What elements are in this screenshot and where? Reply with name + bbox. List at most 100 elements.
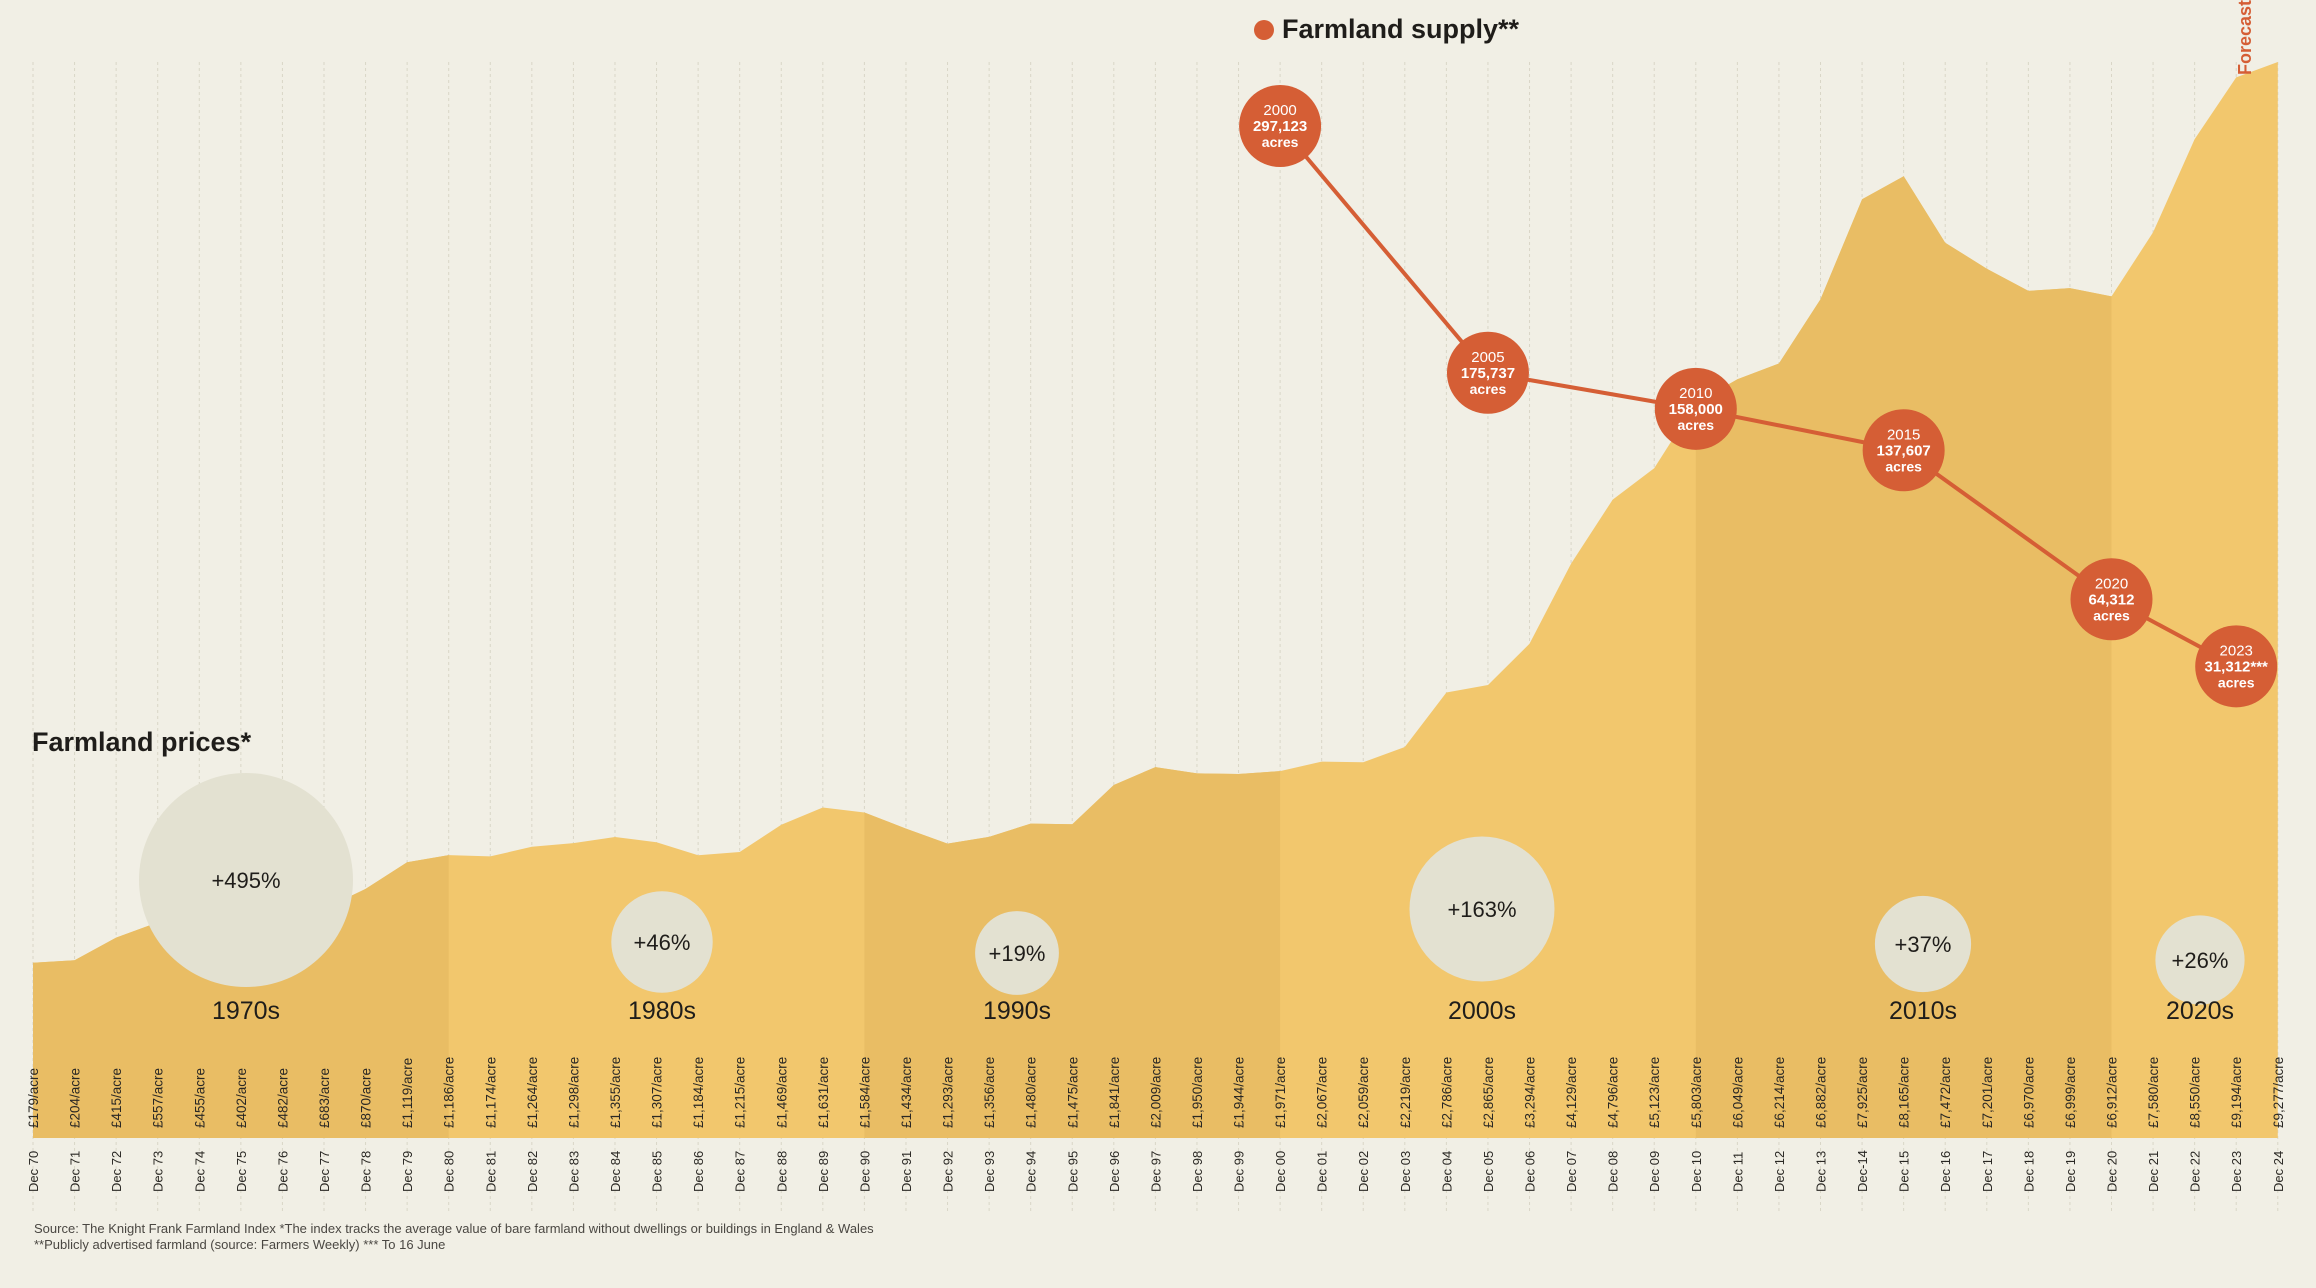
price-value-label: £204/acre [68,1068,83,1128]
price-value-label: £1,264/acre [525,1057,540,1128]
x-tick-label: Dec 04 [1439,1151,1454,1192]
price-value-label: £6,882/acre [1814,1057,1829,1128]
supply-year-label: 2023 [2220,642,2253,659]
x-tick-label: Dec 82 [525,1151,540,1192]
x-tick-label: Dec 92 [941,1151,956,1192]
price-value-label: £1,355/acre [608,1057,623,1128]
x-tick-label: Dec 89 [816,1151,831,1192]
supply-point [2195,625,2278,708]
price-value-label: £5,123/acre [1647,1057,1662,1128]
x-tick-label: Dec 96 [1107,1151,1122,1192]
x-tick-label: Dec 77 [317,1151,332,1192]
supply-unit-label: acres [1885,458,1922,474]
x-tick-label: Dec 79 [400,1151,415,1192]
decade-change-bubble [975,911,1059,995]
x-tick-label: Dec 05 [1481,1151,1496,1192]
x-tick-label: Dec 99 [1232,1151,1247,1192]
price-value-label: £4,129/acre [1564,1057,1579,1128]
supply-unit-label: acres [1678,417,1715,433]
decade-label: 1970s [212,997,280,1025]
price-value-label: £1,475/acre [1065,1057,1080,1128]
supply-unit-label: acres [1470,381,1507,397]
x-tick-label: Dec 90 [857,1151,872,1192]
x-tick-label: Dec 19 [2063,1151,2078,1192]
decade-change-label: +37% [1895,932,1952,957]
decade-label: 1980s [628,997,696,1025]
x-tick-label: Dec 23 [2229,1151,2244,1192]
x-tick-label: Dec 88 [774,1151,789,1192]
x-tick-label: Dec 94 [1024,1151,1039,1192]
price-value-label: £2,059/acre [1356,1057,1371,1128]
x-tick-label: Dec 18 [2021,1151,2036,1192]
x-tick-label: Dec 72 [109,1151,124,1192]
x-tick-label: Dec 11 [1730,1152,1745,1192]
decade-change-bubble [2155,915,2245,1005]
price-value-label: £6,912/acre [2105,1057,2120,1128]
supply-point [1239,85,1322,167]
x-tick-label: Dec 85 [650,1151,665,1192]
price-value-label: £557/acre [151,1068,166,1128]
x-tick-label: Dec 71 [68,1151,83,1192]
x-tick-label: Dec 17 [1980,1151,1995,1192]
price-value-label: £6,049/acre [1730,1057,1745,1128]
supply-value-label: 64,312 [2089,591,2135,608]
supply-year-label: 2020 [2095,575,2128,592]
price-value-label: £9,194/acre [2229,1057,2244,1128]
price-value-label: £1,950/acre [1190,1057,1205,1128]
price-value-label: £870/acre [359,1068,374,1128]
footnote-line-1: Source: The Knight Frank Farmland Index … [34,1221,874,1236]
price-value-label: £2,865/acre [1481,1057,1496,1128]
price-value-label: £482/acre [275,1068,290,1128]
decade-change-bubble [1874,895,1972,993]
x-tick-label: Dec 70 [26,1151,41,1192]
x-tick-label: Dec 75 [234,1151,249,1192]
x-tick-label: Dec-14 [1855,1150,1870,1192]
price-value-label: £1,298/acre [566,1057,581,1128]
price-value-label: £1,631/acre [816,1057,831,1128]
x-axis-labels: Dec 70 Dec 71 Dec 72 Dec 73 Dec 74 Dec 75 Dec … [26,1150,2286,1192]
x-tick-label: Dec 13 [1814,1151,1829,1192]
price-value-label: £1,841/acre [1107,1057,1122,1128]
price-value-label: £6,970/acre [2021,1057,2036,1128]
x-tick-label: Dec 08 [1606,1151,1621,1192]
forecast-label: Forecast [2235,0,2255,75]
decade-label: 2000s [1448,997,1516,1025]
supply-value-label: 31,312*** [2205,658,2269,675]
price-value-label: £9,277/acre [2271,1057,2286,1128]
price-value-label: £1,480/acre [1024,1057,1039,1128]
x-tick-label: Dec 16 [1938,1151,1953,1192]
price-value-label: £7,925/acre [1855,1057,1870,1128]
price-value-label: £402/acre [234,1068,249,1128]
x-tick-label: Dec 09 [1647,1151,1662,1192]
price-value-label: £6,999/acre [2063,1057,2078,1128]
supply-legend-dot-icon [1254,19,1274,40]
price-value-label: £1,184/acre [691,1057,706,1128]
price-value-label: £683/acre [317,1068,332,1128]
x-tick-label: Dec 86 [691,1151,706,1192]
decade-change-bubble [611,891,713,993]
x-tick-label: Dec 76 [275,1151,290,1192]
price-value-label: £8,550/acre [2188,1057,2203,1128]
price-value-label: £2,009/acre [1148,1057,1163,1128]
x-tick-label: Dec 12 [1772,1151,1787,1192]
value-labels: £179/acre £204/acre £415/acre £557/acre £455… [26,1057,2286,1128]
price-value-label: £1,119/acre [400,1058,415,1128]
x-tick-label: Dec 78 [359,1151,374,1192]
decade-change-label: +495% [211,868,280,893]
chart-title-supply: Farmland supply** [1254,14,1519,45]
supply-legend-label: Farmland supply** [1282,14,1520,44]
supply-value-label: 158,000 [1669,401,1723,418]
supply-point [1862,409,1945,492]
chart-title-prices: Farmland prices* [32,727,252,757]
x-tick-label: Dec 74 [192,1151,207,1192]
x-tick-label: Dec 10 [1689,1151,1704,1192]
x-tick-label: Dec 07 [1564,1151,1579,1192]
decade-label: 2010s [1889,997,1957,1025]
supply-point [1446,331,1529,414]
x-tick-label: Dec 22 [2188,1151,2203,1192]
supply-value-label: 137,607 [1877,442,1931,459]
price-value-label: £1,356/acre [982,1057,997,1128]
price-value-label: £2,786/acre [1439,1057,1454,1128]
price-value-label: £1,944/acre [1232,1057,1247,1128]
